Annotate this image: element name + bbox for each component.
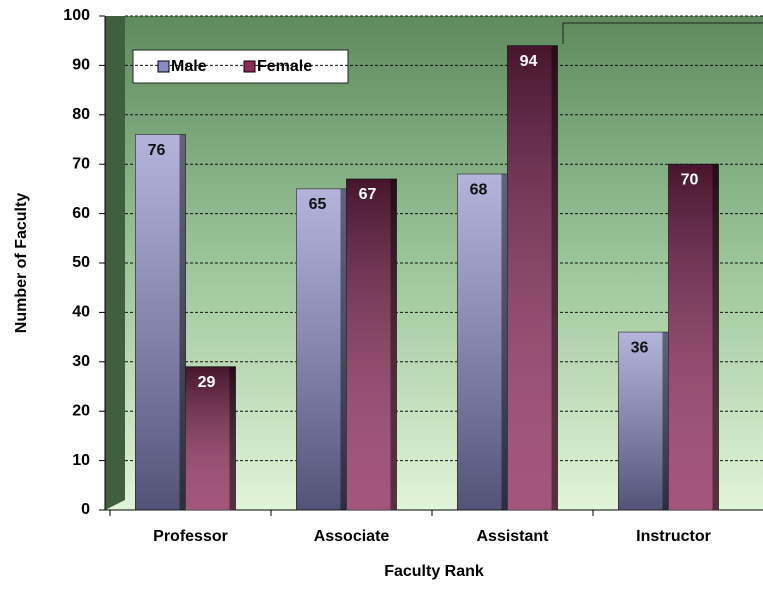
data-label: 94 — [520, 53, 538, 70]
legend-label: Male — [171, 58, 207, 75]
bar-side — [340, 188, 347, 510]
y-tick-label: 40 — [72, 304, 90, 321]
x-tick-label: Assistant — [476, 528, 549, 545]
x-tick-label: Instructor — [636, 528, 711, 545]
legend-swatch — [157, 60, 170, 73]
legend-swatch — [243, 60, 256, 73]
bar-shade — [296, 188, 347, 510]
bar-side — [501, 174, 508, 510]
bar-shade — [185, 366, 236, 510]
legend-label: Female — [257, 58, 312, 75]
bar-shade — [135, 134, 186, 510]
bar-side — [662, 332, 669, 510]
data-label: 76 — [148, 142, 166, 159]
x-tick-label: Associate — [314, 528, 390, 545]
x-tick-label: Professor — [153, 528, 228, 545]
bar-shade — [618, 332, 669, 510]
y-tick-label: 90 — [72, 57, 90, 74]
data-label: 67 — [359, 186, 377, 203]
bar-side — [390, 179, 397, 510]
bar-shade — [346, 179, 397, 510]
data-label: 36 — [631, 339, 649, 356]
side-wall — [105, 16, 125, 510]
bar-side — [551, 45, 558, 510]
bar-shade — [668, 164, 719, 510]
bar-side — [229, 366, 236, 510]
y-tick-label: 0 — [81, 501, 90, 518]
y-tick-label: 70 — [72, 155, 90, 172]
y-tick-label: 30 — [72, 353, 90, 370]
y-tick-label: 50 — [72, 254, 90, 271]
y-tick-label: 10 — [72, 452, 90, 469]
x-axis-title: Faculty Rank — [384, 563, 484, 580]
data-label: 68 — [470, 181, 488, 198]
y-tick-label: 60 — [72, 205, 90, 222]
data-label: 70 — [681, 171, 699, 188]
y-tick-label: 100 — [63, 7, 90, 24]
bar-shade — [457, 174, 508, 510]
bar-side — [712, 164, 719, 510]
y-tick-label: 20 — [72, 402, 90, 419]
y-axis-title: Number of Faculty — [13, 193, 30, 334]
y-tick-label: 80 — [72, 106, 90, 123]
data-label: 29 — [198, 374, 216, 391]
bar-side — [179, 134, 186, 510]
back-wall-edge — [562, 22, 763, 44]
bar-shade — [507, 45, 558, 510]
data-label: 65 — [309, 196, 327, 213]
